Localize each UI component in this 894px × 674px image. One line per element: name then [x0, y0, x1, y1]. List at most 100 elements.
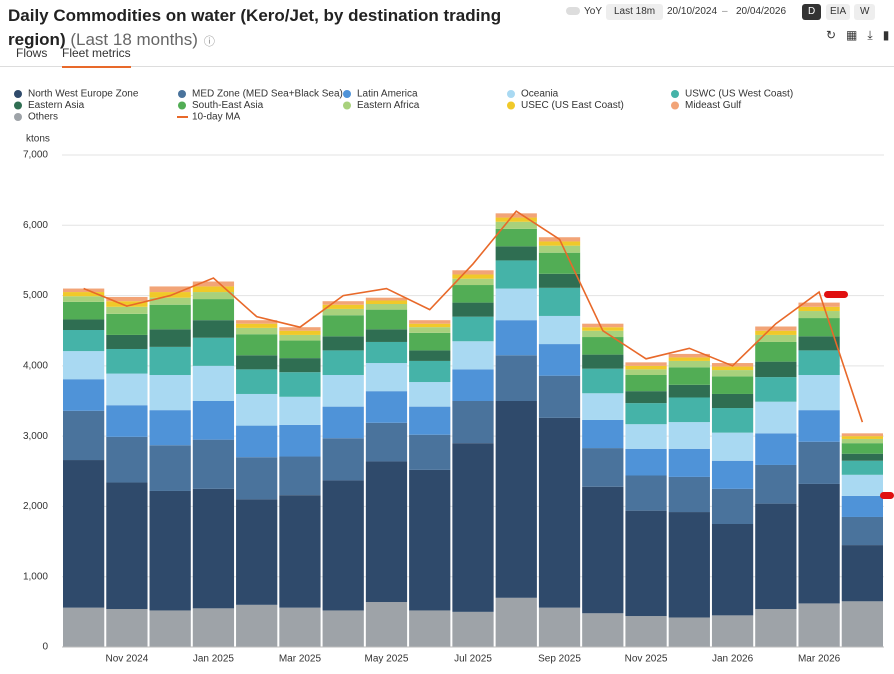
bar-segment — [452, 285, 494, 303]
legend-label: Others — [28, 112, 58, 123]
bar-segment — [279, 327, 321, 331]
bar-segment — [711, 408, 754, 433]
y-axis-label: ktons — [26, 134, 50, 145]
bar-segment — [149, 286, 191, 293]
info-icon[interactable]: ⓘ — [203, 36, 215, 48]
bar-segment — [538, 375, 581, 418]
legend-marker — [343, 90, 351, 98]
bar-segment — [841, 474, 883, 496]
bar-segment — [582, 323, 624, 328]
bar-segment — [798, 603, 840, 647]
range-button[interactable]: Last 18m — [606, 4, 664, 20]
bar-segment — [192, 286, 235, 293]
tab[interactable]: Flows — [16, 46, 48, 60]
bar-segment — [798, 374, 840, 411]
bar-segment — [409, 327, 451, 333]
bar-segment — [322, 610, 364, 647]
bar-segment — [322, 301, 364, 305]
bar-segment — [409, 434, 451, 470]
x-tick-label: Jul 2025 — [454, 654, 492, 665]
bar-segment — [63, 607, 105, 647]
bar-segment — [452, 274, 494, 279]
bar-segment — [711, 370, 754, 377]
bar-segment — [495, 597, 537, 647]
bar-segment — [106, 306, 148, 314]
bar-segment — [538, 245, 581, 253]
bar-segment — [755, 334, 797, 342]
legend-label: Mideast Gulf — [685, 100, 741, 111]
bar-segment — [279, 495, 321, 608]
y-tick-label: 1,000 — [23, 571, 48, 582]
bar-segment — [106, 482, 148, 610]
bar-segment — [365, 329, 408, 342]
bar-segment — [538, 344, 581, 376]
bar-segment — [538, 252, 581, 274]
bar-segment — [582, 330, 624, 338]
bar-segment — [711, 393, 754, 409]
yoy-toggle[interactable]: YoY — [566, 4, 602, 20]
bar-segment — [409, 610, 451, 647]
y-tick-label: 3,000 — [23, 431, 48, 442]
bar-segment — [495, 320, 537, 356]
bar-segment — [538, 607, 581, 647]
bar-segment — [236, 604, 278, 647]
bar-segment — [106, 334, 148, 349]
bar-segment — [365, 602, 408, 647]
bar-segment — [711, 615, 754, 647]
x-tick-label: Mar 2025 — [279, 654, 322, 665]
tab[interactable]: Fleet metrics — [62, 46, 131, 68]
bar-segment — [625, 616, 667, 647]
bar-segment — [755, 609, 797, 647]
bar-segment — [409, 360, 451, 383]
bar-segment — [582, 448, 624, 487]
bar-segment — [755, 377, 797, 402]
freq-button[interactable]: W — [854, 4, 876, 20]
x-tick-label: Jan 2026 — [712, 654, 754, 665]
bar-segment — [365, 300, 408, 305]
bar-segment — [63, 288, 105, 293]
y-tick-label: 5,000 — [23, 290, 48, 301]
legend-label: Eastern Africa — [357, 100, 420, 111]
bar-segment — [841, 453, 883, 461]
date-from[interactable]: 20/10/2024 — [667, 6, 718, 17]
bar-segment — [322, 480, 364, 611]
bar-segment — [798, 311, 840, 319]
bar-segment — [236, 457, 278, 500]
bar-segment — [279, 330, 321, 335]
bar-segment — [495, 260, 537, 289]
freq-button[interactable]: EIA — [826, 4, 851, 20]
y-tick-label: 7,000 — [23, 150, 48, 161]
bar-segment — [841, 433, 883, 437]
bar-segment — [63, 410, 105, 461]
x-tick-label: May 2025 — [365, 654, 409, 665]
date-to[interactable]: 20/04/2026 — [736, 6, 787, 17]
bar-segment — [711, 524, 754, 616]
title: Daily Commodities on water (Kero/Jet, by… — [8, 4, 548, 54]
legend-label: Oceania — [521, 89, 559, 100]
bar-segment — [149, 346, 191, 375]
legend-marker — [178, 101, 186, 110]
bar-segment — [452, 443, 494, 612]
bar-segment — [63, 296, 105, 302]
bar-segment — [236, 393, 278, 426]
bar-segment — [841, 601, 883, 647]
legend-marker — [178, 90, 186, 98]
bar-segment — [63, 319, 105, 331]
bar-segment — [495, 288, 537, 321]
bar-segment — [711, 432, 754, 461]
bar-segment — [106, 301, 148, 307]
bar-segment — [192, 281, 235, 287]
toolbar-icons[interactable]: ↻▦⤓▮ — [826, 28, 894, 42]
bar-segment — [322, 336, 364, 351]
bar-segment — [841, 436, 883, 439]
bar-segment — [755, 330, 797, 335]
bar-segment — [538, 287, 581, 316]
bar-segment — [149, 610, 191, 647]
bar-segment — [192, 292, 235, 300]
bar-segment — [192, 439, 235, 489]
legend-label: North West Europe Zone — [28, 89, 139, 100]
freq-button[interactable]: D — [802, 4, 822, 20]
bar-segment — [192, 299, 235, 321]
bar-segment — [279, 396, 321, 425]
bar-segment — [495, 228, 537, 247]
